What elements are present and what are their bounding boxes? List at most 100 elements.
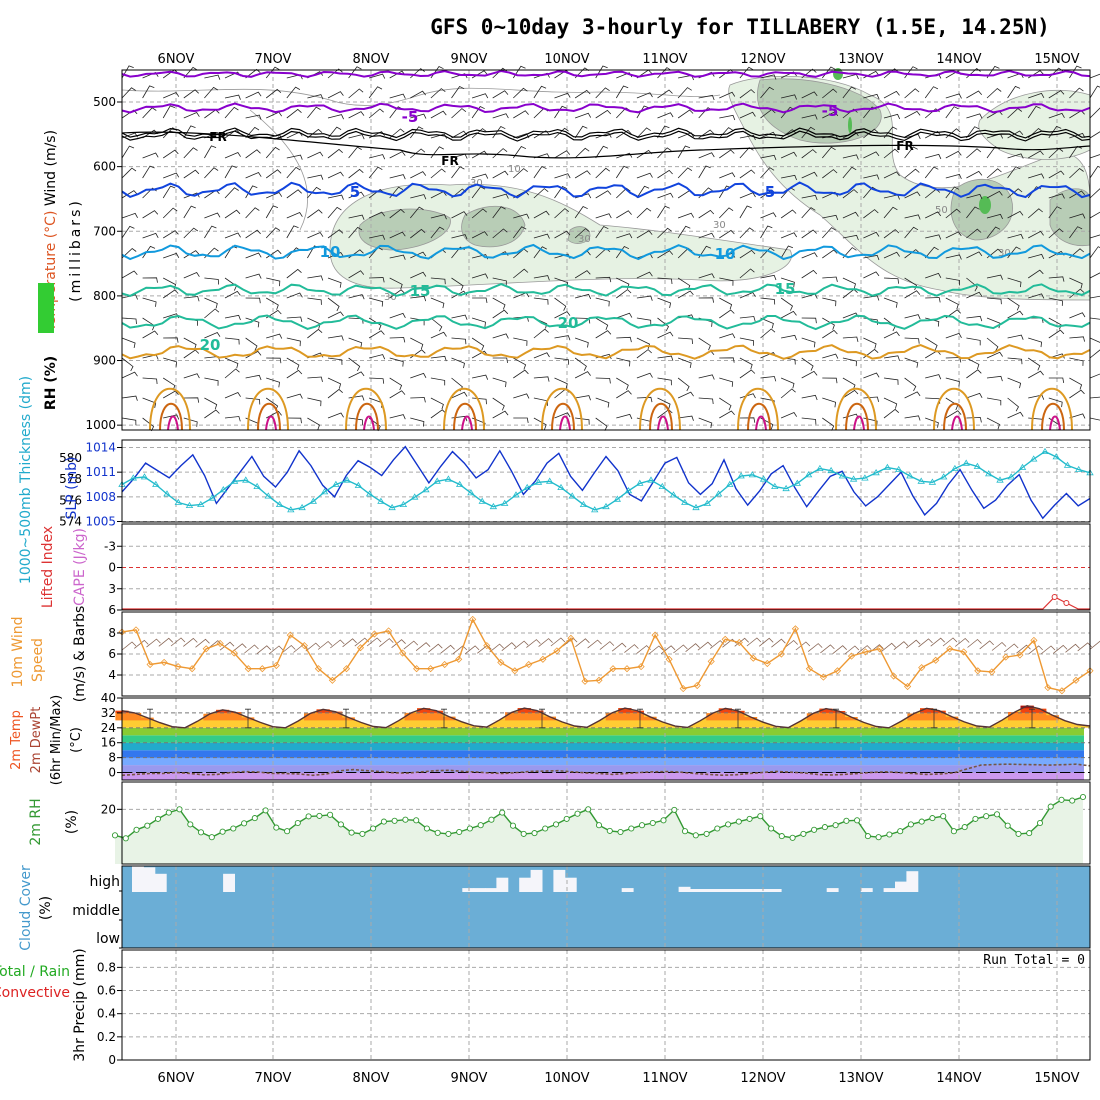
wind-barb-806 xyxy=(904,391,921,399)
rh2m-point-55 xyxy=(703,830,710,837)
thickness-point-9 xyxy=(219,486,228,493)
wind-barb-76 xyxy=(698,94,715,101)
wind-barb-215 xyxy=(595,145,609,159)
wind-barb-680 xyxy=(286,357,300,370)
wind-barb-512 xyxy=(780,277,795,288)
wind-barb-216 xyxy=(616,152,633,159)
thickness-point-43 xyxy=(602,502,610,510)
wind-barb-293 xyxy=(224,187,239,199)
upper-air-frame xyxy=(121,69,1091,431)
wind-barb-420 xyxy=(863,231,880,239)
high-cloud-gap-2 xyxy=(154,873,167,892)
wind-barb-435 xyxy=(183,250,200,259)
wind-barb-816 xyxy=(121,417,137,426)
wind-barb-743 xyxy=(595,377,611,384)
wind-barb-622 xyxy=(1069,312,1086,319)
wind-barb-396 xyxy=(369,234,386,240)
wind-barb-767 xyxy=(1089,373,1100,379)
wind-barb-768 xyxy=(121,395,138,401)
wind10m-point-63 xyxy=(1002,653,1010,661)
temp-tick-32: 32 xyxy=(101,706,116,720)
thickness-point-36 xyxy=(523,483,531,490)
high-cloud-gap-0 xyxy=(132,866,144,892)
wind-barb-394 xyxy=(327,229,344,239)
wind-barb-262 xyxy=(574,170,591,179)
precip-frame xyxy=(121,949,1091,1061)
wind10m-point-52 xyxy=(847,652,856,660)
wind-barb-353 xyxy=(471,208,487,219)
wind-barb-811 xyxy=(1007,397,1020,412)
thickness-point-62 xyxy=(816,464,824,471)
wind-barb-511 xyxy=(760,274,777,281)
thickness-point-40 xyxy=(568,492,576,499)
precip-tick-0.6: 0.6 xyxy=(97,984,116,998)
wind-barb-588 xyxy=(368,317,382,331)
wind-barb-821 xyxy=(224,416,241,422)
wind10m-point-48 xyxy=(791,625,799,633)
wind-barb-370 xyxy=(822,214,839,221)
wind-barb-118 xyxy=(574,112,592,119)
thickness-point-28 xyxy=(433,477,441,484)
lifted-tick-6: 6 xyxy=(108,603,116,617)
wind-barb-862 xyxy=(1069,413,1086,419)
wind-barb-661 xyxy=(883,331,900,339)
temp-minmax-3 xyxy=(441,708,447,729)
wind10m-barb-59 xyxy=(844,645,860,655)
wind-barb-628 xyxy=(204,331,221,339)
wind-barb-564 xyxy=(863,295,880,301)
thickness-point-39 xyxy=(557,483,565,490)
thickness-point-2 xyxy=(140,473,149,480)
wind-barb-78 xyxy=(739,89,755,99)
wind-barb-581 xyxy=(224,314,241,321)
wind-barb-481 xyxy=(142,277,158,283)
pressure-tick-1000: 1000 xyxy=(85,418,116,432)
wind-barb-629 xyxy=(224,337,240,345)
ylabel-convective: Convective xyxy=(0,985,70,1001)
wind-barb-185 xyxy=(966,126,980,139)
wind-barb-174 xyxy=(739,134,756,141)
wind-barb-374 xyxy=(904,214,921,220)
wind-barb-111 xyxy=(430,110,447,119)
wind-barb-200 xyxy=(286,154,303,160)
wind-barb-495 xyxy=(430,277,446,285)
high-cloud-gap-61 xyxy=(826,888,839,892)
date-top-10NOV: 10NOV xyxy=(544,52,589,67)
wind10m-barb-77 xyxy=(1065,643,1080,653)
wind-barb-635 xyxy=(348,337,363,348)
wind10m-point-55 xyxy=(890,672,898,680)
rh2m-point-25 xyxy=(380,818,387,825)
wind-barb-105 xyxy=(307,106,321,119)
wind-barb-709 xyxy=(883,355,900,361)
wind10m-point-20 xyxy=(399,649,407,657)
wind10m-barb-55 xyxy=(795,641,811,651)
wind-barb-314 xyxy=(657,192,674,199)
wind-barb-274 xyxy=(822,169,838,179)
date-top-12NOV: 12NOV xyxy=(740,52,785,67)
wind-barb-803 xyxy=(842,389,859,399)
wind10m-point-44 xyxy=(735,638,743,647)
rh-tick-20: 20 xyxy=(101,802,116,816)
wind-barb-442 xyxy=(327,252,344,259)
wind10m-point-53 xyxy=(861,648,870,656)
wind10m-point-45 xyxy=(749,654,757,662)
wind-barb-614 xyxy=(904,314,921,320)
isotherm-35-loop-4 xyxy=(551,402,575,431)
wind-barb-760 xyxy=(945,377,960,387)
isotherm-40-loop-3 xyxy=(461,415,473,431)
wind-barb-718 xyxy=(1069,357,1084,366)
isotherm-label-0: -5 xyxy=(402,108,419,126)
wind-barb-252 xyxy=(368,166,383,179)
high-cloud-gap-38 xyxy=(564,877,577,892)
isotherm-35-loop-7 xyxy=(845,402,869,431)
rh2m-point-62 xyxy=(778,833,785,840)
wind-barb-291 xyxy=(183,192,200,199)
wind-barb-516 xyxy=(863,271,880,279)
wind-barb-506 xyxy=(657,277,673,285)
wind-barb-844 xyxy=(698,417,713,428)
wind10m-point-49 xyxy=(805,665,813,673)
thickness-point-52 xyxy=(703,499,712,506)
wind-barb-845 xyxy=(719,410,735,419)
wind-barb-309 xyxy=(554,185,568,199)
date-bottom-9NOV: 9NOV xyxy=(451,1071,488,1086)
